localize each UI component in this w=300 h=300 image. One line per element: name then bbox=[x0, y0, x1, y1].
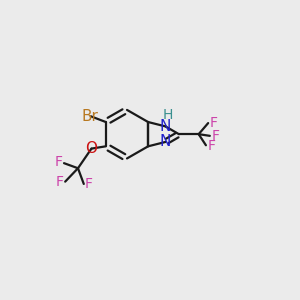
Text: F: F bbox=[210, 116, 218, 130]
Text: F: F bbox=[208, 139, 215, 153]
Text: F: F bbox=[212, 129, 220, 143]
Text: N: N bbox=[160, 119, 171, 134]
Text: N: N bbox=[160, 134, 171, 149]
Text: F: F bbox=[85, 177, 93, 191]
Text: H: H bbox=[163, 108, 173, 122]
Text: O: O bbox=[85, 141, 98, 156]
Text: F: F bbox=[56, 175, 64, 189]
Text: F: F bbox=[55, 155, 63, 169]
Text: Br: Br bbox=[81, 109, 98, 124]
